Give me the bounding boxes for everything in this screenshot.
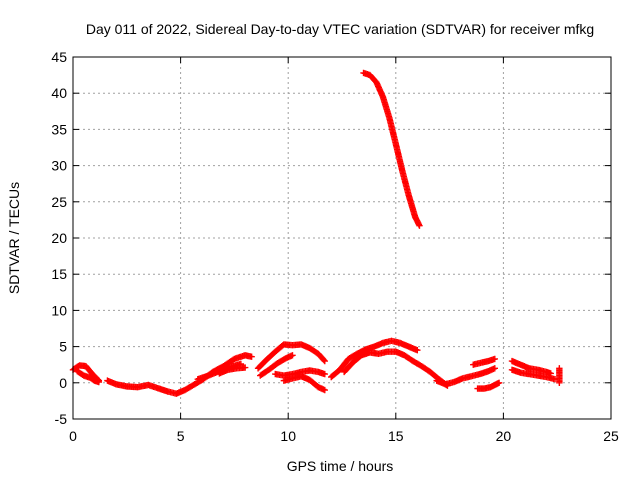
data-point bbox=[321, 357, 328, 365]
series-satellite-arc-3 bbox=[104, 352, 255, 397]
data-point bbox=[416, 222, 423, 229]
y-tick-label: 10 bbox=[51, 302, 67, 318]
series-satellite-arc-8 bbox=[272, 367, 328, 379]
series-satellite-arc-13 bbox=[433, 365, 498, 388]
data-point bbox=[321, 386, 328, 394]
chart-title: Day 011 of 2022, Sidereal Day-to-day VTE… bbox=[86, 21, 594, 37]
series-satellite-arc-18 bbox=[556, 365, 563, 386]
x-tick-label: 20 bbox=[496, 428, 512, 444]
data-points bbox=[69, 69, 563, 397]
data-point bbox=[248, 353, 255, 360]
y-tick-label: 30 bbox=[51, 158, 67, 174]
data-point bbox=[495, 379, 503, 386]
data-point bbox=[491, 365, 498, 372]
x-tick-label: 5 bbox=[177, 428, 185, 444]
series-satellite-arc-17 bbox=[508, 366, 559, 383]
y-axis-label: SDTVAR / TECUs bbox=[6, 182, 22, 294]
series-satellite-arc-2 bbox=[74, 368, 103, 386]
series-satellite-arc-15 bbox=[470, 355, 498, 368]
data-point bbox=[289, 352, 296, 359]
y-tick-label: 35 bbox=[51, 121, 67, 137]
series-satellite-arc-9 bbox=[280, 373, 328, 394]
x-tick-label: 0 bbox=[69, 428, 77, 444]
data-point bbox=[320, 356, 328, 364]
data-point bbox=[95, 378, 103, 386]
y-tick-label: 40 bbox=[51, 85, 67, 101]
series-satellite-arc-14 bbox=[474, 379, 503, 392]
x-tick-label: 10 bbox=[280, 428, 296, 444]
data-point bbox=[491, 355, 498, 363]
x-tick-label: 15 bbox=[388, 428, 404, 444]
data-point bbox=[241, 364, 249, 371]
series-satellite-arc-12 bbox=[360, 69, 423, 229]
series-satellite-arc-11 bbox=[340, 348, 451, 389]
y-tick-label: 0 bbox=[59, 375, 67, 391]
data-point bbox=[414, 347, 421, 354]
y-tick-label: 5 bbox=[59, 339, 67, 355]
y-tick-label: 20 bbox=[51, 230, 67, 246]
series-satellite-arc-5 bbox=[216, 364, 249, 377]
data-point bbox=[556, 379, 563, 386]
y-tick-label: 45 bbox=[51, 49, 67, 65]
series-satellite-arc-6 bbox=[254, 341, 328, 372]
y-tick-label: -5 bbox=[55, 411, 68, 427]
data-point bbox=[321, 370, 328, 378]
y-tick-label: 25 bbox=[51, 194, 67, 210]
x-axis-label: GPS time / hours bbox=[287, 458, 394, 474]
axis-ticks bbox=[72, 56, 612, 420]
series-satellite-arc-7 bbox=[257, 352, 296, 379]
data-point bbox=[551, 375, 559, 383]
x-tick-label: 25 bbox=[603, 428, 619, 444]
y-tick-label: 15 bbox=[51, 266, 67, 282]
